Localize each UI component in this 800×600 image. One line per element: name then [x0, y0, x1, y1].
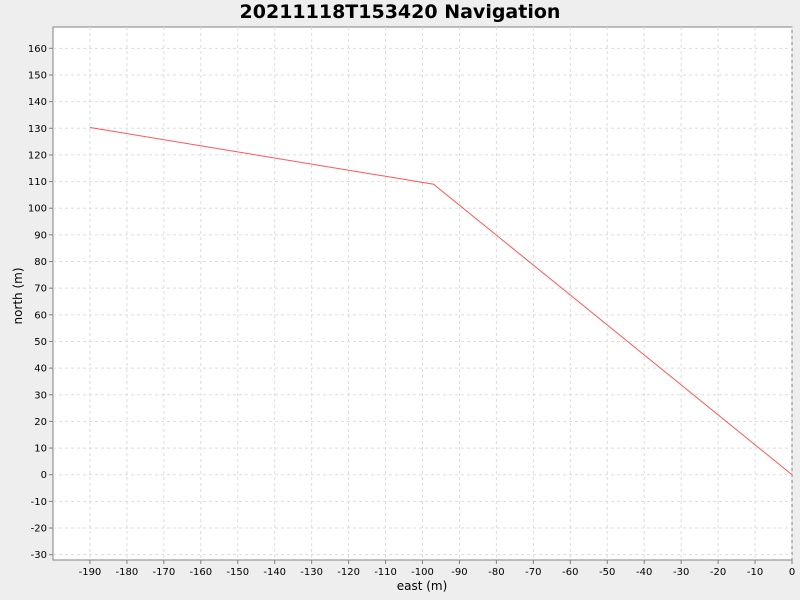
x-tick-label: -110	[374, 567, 397, 578]
x-tick-label: -50	[599, 567, 615, 578]
y-tick-label: 60	[34, 310, 47, 321]
y-tick-label: 130	[28, 124, 47, 135]
x-tick-label: -180	[116, 567, 139, 578]
chart-title: 20211118T153420 Navigation	[240, 1, 561, 23]
x-tick-label: -10	[747, 567, 763, 578]
y-tick-label: 150	[28, 70, 47, 81]
x-axis-label: east (m)	[397, 579, 448, 593]
y-tick-label: -10	[31, 497, 47, 508]
y-tick-label: 0	[41, 470, 47, 481]
x-axis: -190 -180 -170 -160 -150 -140 -130 -120 -110 -100…	[79, 560, 795, 578]
x-tick-label: -90	[451, 567, 467, 578]
y-tick-label: -20	[31, 524, 47, 535]
y-tick-label: 30	[34, 390, 47, 401]
x-tick-label: -70	[525, 567, 541, 578]
y-tick-label: 70	[34, 284, 47, 295]
x-tick-label: -40	[636, 567, 652, 578]
x-tick-label: -60	[562, 567, 578, 578]
x-tick-label: -190	[79, 567, 102, 578]
x-tick-label: -140	[263, 567, 286, 578]
y-tick-label: 90	[34, 230, 47, 241]
x-tick-label: -120	[337, 567, 360, 578]
y-tick-label: 50	[34, 337, 47, 348]
x-tick-label: -150	[226, 567, 249, 578]
y-tick-label: 110	[28, 177, 47, 188]
y-tick-label: -30	[31, 550, 47, 561]
grid-lines	[53, 27, 793, 560]
x-tick-label: -80	[488, 567, 504, 578]
y-tick-label: 80	[34, 257, 47, 268]
series-line	[89, 126, 793, 476]
x-tick-label: -130	[300, 567, 323, 578]
x-tick-label: -160	[189, 567, 212, 578]
y-tick-label: 140	[28, 97, 47, 108]
y-tick-label: 20	[34, 417, 47, 428]
y-tick-label: 120	[28, 150, 47, 161]
y-tick-label: 10	[34, 444, 47, 455]
x-tick-label: 0	[789, 567, 795, 578]
x-tick-label: -20	[710, 567, 726, 578]
x-tick-label: -170	[152, 567, 175, 578]
x-tick-label: -100	[411, 567, 434, 578]
y-tick-label: 100	[28, 204, 47, 215]
y-tick-label: 160	[28, 44, 47, 55]
y-axis-label: north (m)	[11, 267, 25, 324]
series-layer	[89, 126, 793, 476]
y-axis: -30 -20 -10 0 10 20 30 40 50 60 70 80 90 100 110 120 130…	[28, 44, 53, 561]
x-tick-label: -30	[673, 567, 689, 578]
y-tick-label: 40	[34, 364, 47, 375]
